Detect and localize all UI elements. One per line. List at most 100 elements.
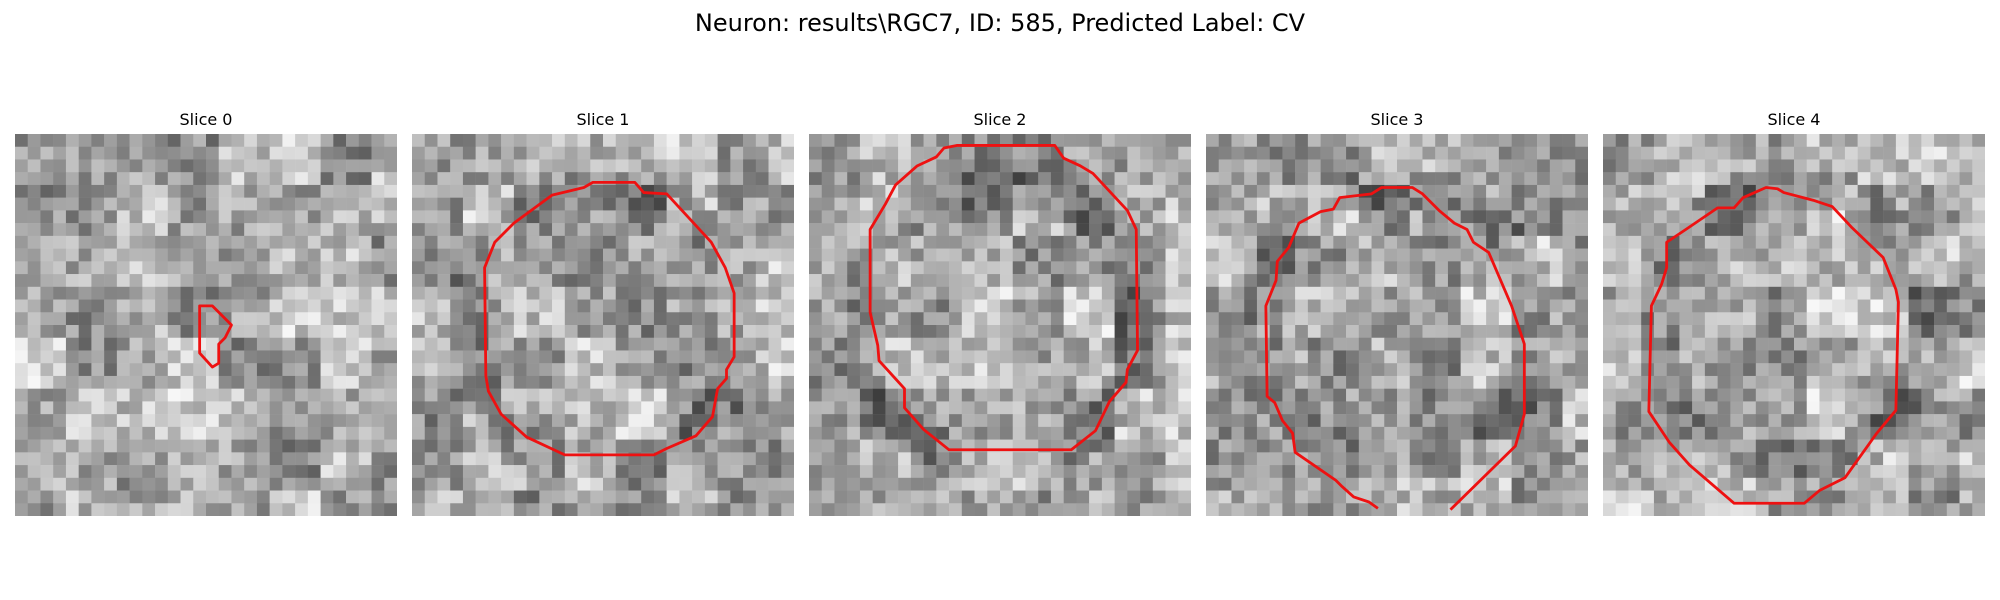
image-pixel [743,401,757,415]
image-pixel [821,261,835,275]
image-pixel [424,414,438,428]
image-pixel [1346,248,1360,262]
image-pixel [358,388,372,402]
image-pixel [116,325,130,338]
image-pixel [282,312,296,326]
image-pixel [1244,159,1258,173]
image-pixel [15,261,28,275]
image-pixel [1307,197,1321,211]
image-pixel [488,375,502,389]
image-pixel [1819,337,1833,351]
image-pixel [206,490,219,504]
image-pixel [1628,503,1642,516]
image-pixel [704,172,718,186]
image-pixel [333,172,347,186]
image-pixel [1666,401,1680,415]
image-pixel [641,414,655,428]
image-pixel [1883,146,1897,160]
image-pixel [307,325,321,338]
image-pixel [847,248,861,262]
image-pixel [91,184,105,198]
image-pixel [218,223,232,237]
image-pixel [1972,426,1985,440]
image-pixel [1806,465,1820,479]
image-pixel [1012,452,1026,466]
image-pixel [40,414,54,428]
image-pixel [1178,503,1191,516]
image-pixel [743,375,757,389]
image-pixel [615,261,629,275]
image-pixel [1178,274,1191,288]
image-pixel [539,350,553,364]
image-pixel [462,401,476,415]
image-pixel [1000,388,1013,402]
image-pixel [1256,286,1270,300]
image-pixel [615,503,629,516]
image-pixel [1307,388,1321,402]
image-pixel [1537,146,1551,160]
image-pixel [1641,261,1655,275]
image-pixel [1934,477,1948,491]
image-pixel [53,299,67,313]
image-pixel [526,235,540,249]
image-pixel [1012,325,1026,338]
image-pixel [821,134,835,147]
image-pixel [1755,477,1769,491]
image-pixel [1206,172,1219,186]
image-pixel [256,401,270,415]
image-pixel [1089,337,1103,351]
image-pixel [1460,490,1474,504]
image-pixel [1946,235,1960,249]
image-pixel [78,337,92,351]
image-pixel [872,490,886,504]
image-pixel [768,439,782,453]
image-pixel [231,223,245,237]
image-pixel [1972,477,1985,491]
image-pixel [821,159,835,173]
image-pixel [526,159,540,173]
image-pixel [1603,388,1616,402]
image-pixel [1282,210,1296,224]
image-pixel [1511,375,1525,389]
image-pixel [1641,337,1655,351]
image-pixel [1832,286,1846,300]
image-pixel [1012,274,1026,288]
image-pixel [1908,223,1922,237]
image-pixel [577,325,591,338]
image-pixel [1218,452,1232,466]
image-pixel [781,477,794,491]
image-pixel [1435,414,1449,428]
image-pixel [1844,477,1858,491]
image-pixel [1435,248,1449,262]
image-pixel [142,235,156,249]
image-pixel [1562,414,1576,428]
image-pixel [526,286,540,300]
image-pixel [590,439,604,453]
image-pixel [1089,235,1103,249]
image-pixel [218,197,232,211]
image-pixel [206,325,219,338]
image-pixel [552,503,566,516]
image-pixel [371,223,385,237]
image-pixel [1295,465,1309,479]
image-pixel [590,274,604,288]
image-pixel [1628,274,1642,288]
image-pixel [206,414,219,428]
image-pixel [1307,146,1321,160]
image-pixel [1269,503,1283,516]
image-pixel [269,388,283,402]
image-pixel [1653,235,1667,249]
image-pixel [1857,210,1871,224]
image-pixel [1473,426,1487,440]
image-pixel [244,477,258,491]
image-pixel [1000,235,1013,249]
image-pixel [603,325,616,338]
image-pixel [666,261,680,275]
image-pixel [1435,388,1449,402]
image-pixel [1717,312,1731,326]
image-pixel [1794,197,1807,211]
image-pixel [1603,503,1616,516]
image-pixel [218,337,232,351]
image-pixel [424,337,438,351]
image-pixel [1397,388,1410,402]
